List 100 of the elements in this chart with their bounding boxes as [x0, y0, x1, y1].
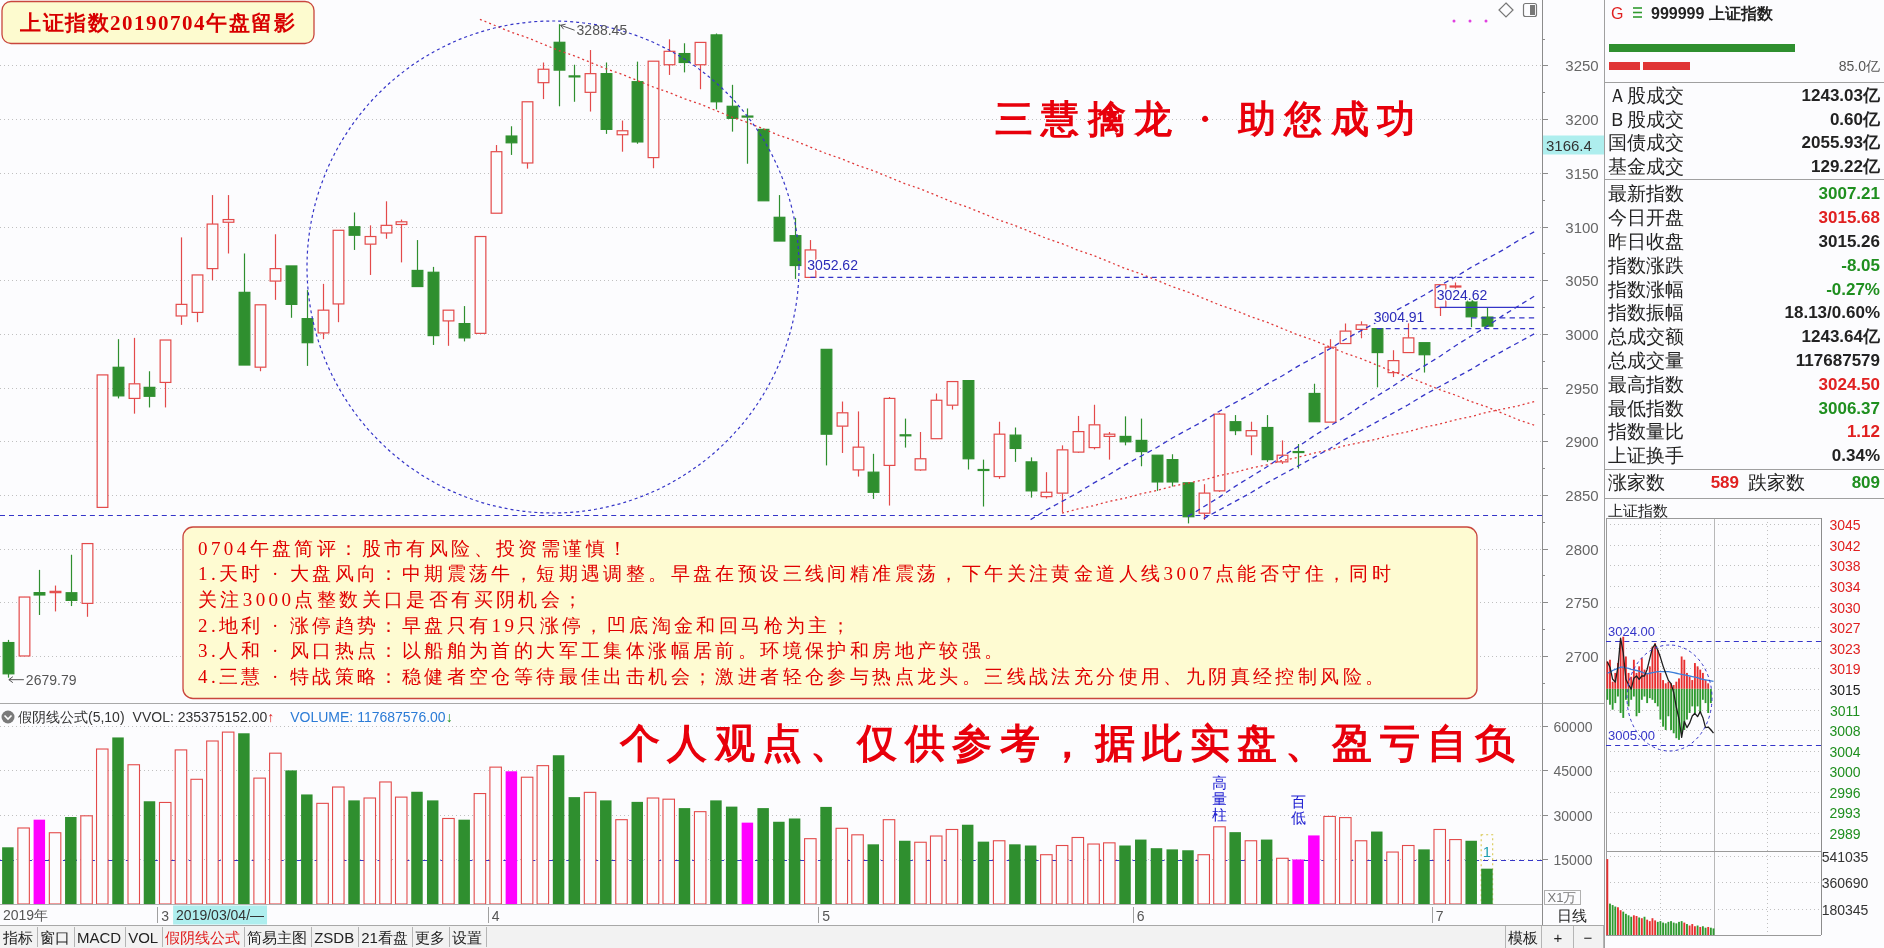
text: 3166.4	[1546, 136, 1592, 154]
y-tick-label: 3011	[1829, 702, 1861, 719]
y-tick-label: 3042	[1829, 537, 1861, 554]
y-tick-label: 3038	[1829, 557, 1861, 574]
y-tick-label: 2700	[1565, 648, 1599, 665]
annotation: 个人观点、仅供参考，据此实盘、盈亏自负	[618, 720, 1515, 766]
category-label: 总成交额	[1607, 326, 1684, 348]
text: 1.12	[1846, 422, 1880, 442]
y-tick-label: 45000	[1553, 762, 1593, 779]
y-tick-label: 3019	[1829, 660, 1861, 677]
category-label: 指数涨幅	[1607, 278, 1684, 300]
chart-title: 上证指数	[1608, 501, 1668, 519]
category-label: 基金成交	[1608, 156, 1684, 177]
text: 简易主图	[247, 928, 308, 946]
y-tick-label: 15000	[1553, 851, 1593, 868]
annotation: 2.地利 · 涨停趋势：早盘只有19只涨停，凹底淘金和回马枪为主；	[198, 614, 854, 636]
category-label: 最新指数	[1608, 183, 1684, 205]
ref-line-label: 3024.00	[1608, 624, 1655, 639]
y-tick-label: 3045	[1829, 516, 1861, 533]
text: 窗口	[40, 928, 70, 946]
x-tick-label: 5	[822, 907, 831, 924]
text: 3007.21	[1818, 184, 1880, 204]
ref-line-label: 3005.00	[1608, 728, 1655, 743]
text: 3015.68	[1818, 208, 1880, 228]
category-label: 今日开盘	[1608, 207, 1684, 229]
y-tick-label: 3000	[1565, 326, 1599, 343]
chart-title: 假阴线公式(5,10)	[18, 709, 125, 725]
y-tick-label: 2950	[1565, 380, 1599, 397]
y-tick-label: 3027	[1829, 619, 1861, 636]
y-tick-label: 3000	[1829, 763, 1861, 780]
annotation: 0704午盘简评：股市有风险、投资需谨慎！	[198, 537, 631, 559]
x-tick-label: 3	[161, 907, 170, 924]
text: +	[1553, 928, 1563, 946]
text: 2019/03/04/—	[176, 907, 265, 923]
annotation: 3.人和 · 风口热点：以船舶为首的大军工集体涨幅居前。环境保护和房地产较强。	[198, 640, 1007, 662]
y-tick-label: 3034	[1829, 578, 1861, 595]
text: 809	[1851, 473, 1880, 493]
y-tick-label: 2800	[1565, 541, 1599, 558]
annotation: 3288.45	[576, 22, 628, 39]
text: 模板	[1508, 928, 1538, 946]
y-tick-label: 180345	[1821, 901, 1869, 918]
text: ZSDB	[314, 928, 355, 946]
y-tick-label: 2989	[1829, 825, 1861, 842]
category-label: 国债成交	[1608, 132, 1684, 154]
category-label: 总成交量	[1607, 349, 1684, 371]
annotation: 2679.79	[25, 671, 77, 688]
text: 0.34%	[1831, 446, 1880, 466]
text: 日线	[1557, 906, 1587, 924]
text: 117687579	[1795, 350, 1880, 370]
text: 1243.64亿	[1801, 327, 1880, 347]
y-tick-label: 3004	[1829, 743, 1861, 760]
category-label: 最高指数	[1608, 373, 1684, 395]
text: 2055.93亿	[1801, 133, 1880, 153]
text: 更多	[414, 928, 445, 946]
text: MACD	[77, 928, 122, 946]
text: X1万	[1547, 890, 1577, 905]
text: -0.27%	[1826, 279, 1880, 299]
x-tick-label: 4	[491, 907, 500, 924]
annotation: 1.天时 · 大盘风向：中期震荡牛，短期遇调整。早盘在预设三线间精准震荡，下午关注黄金道人线3007点能否守住，同时	[198, 563, 1395, 585]
category-label: 指数量比	[1607, 421, 1684, 443]
text: 0.60亿	[1829, 109, 1880, 129]
y-tick-label: 360690	[1821, 874, 1869, 891]
category-label: 上证换手	[1608, 445, 1684, 467]
annotation: VOLUME: 117687576.00↓	[290, 709, 453, 725]
text: 上证指数20190704午盘留影	[19, 11, 296, 35]
text: 3015.26	[1818, 231, 1880, 251]
text: 3006.37	[1818, 398, 1880, 418]
text: −	[1583, 928, 1593, 946]
y-tick-label: 60000	[1553, 718, 1593, 735]
x-tick-label: 6	[1136, 907, 1145, 924]
text: 21看盘	[361, 928, 408, 946]
text: -8.05	[1841, 255, 1880, 275]
category-label: 指数振幅	[1607, 302, 1684, 324]
annotation: 1	[1482, 843, 1492, 860]
data-label: 3004.91	[1373, 308, 1425, 325]
category-label: Ｂ股成交	[1608, 108, 1684, 130]
y-tick-label: 541035	[1821, 848, 1869, 865]
y-tick-label: 2993	[1829, 804, 1861, 821]
y-tick-label: 30000	[1553, 807, 1593, 824]
annotation: 4.三慧 · 特战策略：稳健者空仓等待最佳出击机会；激进者轻仓参与热点龙头。三线战法充分使用、九阴真经控制风险。	[198, 666, 1388, 687]
category-label: 昨日收盘	[1608, 230, 1684, 252]
x-tick-label: 7	[1435, 907, 1444, 924]
text: 129.22亿	[1811, 157, 1880, 176]
y-tick-label: 3030	[1829, 599, 1861, 616]
text: 3024.50	[1818, 374, 1880, 394]
annotation: VVOL: 235375152.00↑	[132, 709, 275, 725]
text: 2019年	[3, 907, 49, 923]
text: 三慧擒龙 · 助您成功	[995, 98, 1415, 140]
y-tick-label: 3150	[1565, 165, 1599, 182]
annotation: 关注3000点整数关口是否有买阴机会；	[198, 588, 586, 610]
category-label: 指数涨跌	[1607, 254, 1684, 276]
text: 18.13/0.60%	[1784, 303, 1880, 323]
category-label: 跌家数	[1748, 472, 1805, 494]
text: VOL	[128, 928, 159, 946]
y-tick-label: 3023	[1829, 640, 1861, 657]
text: 589	[1710, 473, 1739, 493]
y-tick-label: 2900	[1565, 433, 1599, 450]
text: 假阴线公式	[165, 928, 241, 946]
annotation: 高量柱	[1211, 774, 1227, 823]
y-tick-label: 3008	[1829, 722, 1861, 739]
